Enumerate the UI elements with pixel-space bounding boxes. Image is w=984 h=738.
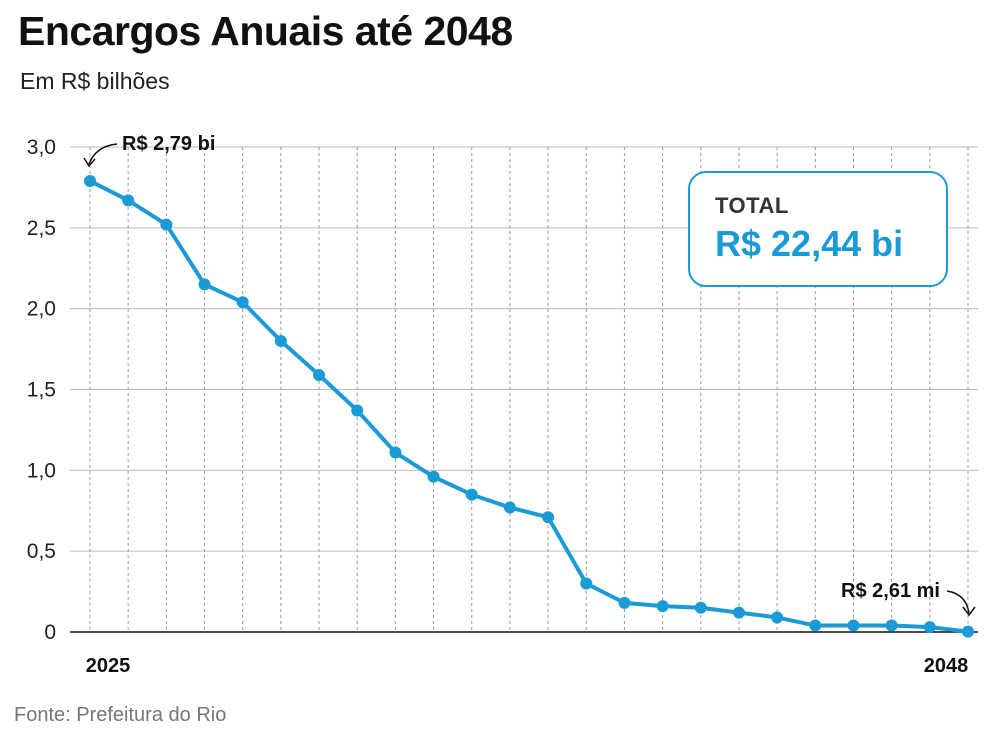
chart-title: Encargos Anuais até 2048 [18, 8, 513, 54]
data-point [351, 404, 364, 417]
data-point [847, 619, 860, 632]
data-point [389, 446, 402, 459]
data-point [84, 174, 96, 187]
data-point [618, 596, 631, 609]
y-tick-label: 0 [44, 621, 56, 644]
source-note: Fonte: Prefeitura do Rio [14, 704, 227, 726]
data-point [427, 470, 440, 483]
data-point [465, 488, 478, 501]
data-point [236, 296, 249, 309]
line-chart: 0 0,5 1,0 1,5 2,0 2,5 3,0 2025 2048 R$ 2,79 bi R$ … [27, 133, 978, 677]
data-point [694, 601, 707, 614]
data-point [122, 194, 135, 207]
data-point [809, 619, 822, 632]
y-tick-label: 2,5 [27, 217, 56, 240]
annotation-last: R$ 2,61 mi [841, 580, 940, 602]
y-tick-label: 1,5 [27, 379, 56, 402]
data-point [313, 368, 326, 381]
data-point [503, 501, 516, 514]
data-point [542, 511, 555, 524]
data-point [656, 600, 669, 613]
data-point [885, 619, 898, 632]
annotation-first-arrowhead [83, 157, 96, 168]
total-value: R$ 22,44 bi [715, 223, 904, 264]
annotation-last-arrowhead [962, 606, 976, 617]
y-tick-label: 0,5 [27, 540, 56, 563]
data-point [771, 611, 784, 624]
annotation-last-arrow [946, 590, 970, 614]
total-label: TOTAL [715, 193, 789, 218]
x-tick-label-first: 2025 [86, 655, 131, 677]
annotation-first: R$ 2,79 bi [122, 133, 215, 155]
annotation-first-arrow [88, 143, 118, 165]
y-tick-label: 3,0 [27, 136, 56, 159]
y-tick-label: 2,0 [27, 298, 56, 321]
data-point [198, 278, 211, 291]
data-point [580, 577, 593, 590]
y-tick-label: 1,0 [27, 459, 56, 482]
data-point [160, 218, 173, 231]
data-point [274, 335, 287, 347]
total-callout: TOTAL R$ 22,44 bi [688, 171, 948, 287]
x-tick-label-last: 2048 [924, 655, 969, 677]
data-point [732, 606, 745, 619]
data-point [923, 621, 936, 634]
series-line [88, 178, 970, 634]
data-point [962, 625, 974, 638]
chart-subtitle: Em R$ bilhões [20, 68, 170, 94]
